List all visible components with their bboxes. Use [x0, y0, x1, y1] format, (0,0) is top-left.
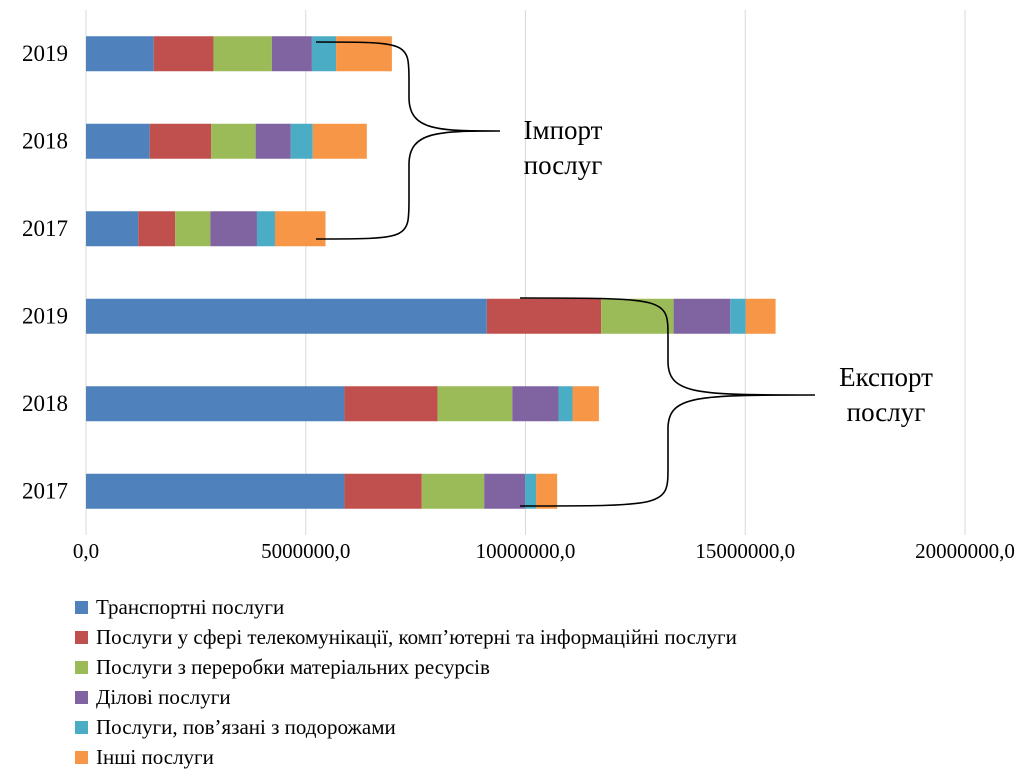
bar-segment: [512, 386, 559, 422]
legend-swatch: [75, 630, 88, 644]
legend-item: Ділові послуги: [75, 682, 737, 712]
y-category-label: 2019: [22, 41, 68, 66]
y-category-label: 2017: [22, 216, 68, 241]
legend-swatch: [75, 600, 88, 614]
x-tick-label: 20000000,0: [915, 539, 1015, 563]
annotation-braces: Імпорт послуг Експорт послуг: [315, 41, 933, 507]
legend-label: Транспортні послуги: [96, 594, 285, 619]
legend-item: Послуги у сфері телекомунікації, комп’ют…: [75, 622, 737, 652]
bar-segment: [210, 211, 257, 247]
y-category-label: 2019: [22, 303, 68, 328]
legend-item: Послуги з переробки матеріальних ресурсі…: [75, 652, 737, 682]
x-tick-label: 10000000,0: [476, 539, 576, 563]
legend-label: Послуги з переробки матеріальних ресурсі…: [96, 654, 490, 679]
annotation-brace: [519, 297, 816, 507]
bar-segment: [256, 211, 275, 247]
bar-segment: [290, 123, 313, 159]
bar-segment: [484, 473, 526, 509]
bar-segment: [525, 473, 537, 509]
bar-segment: [153, 36, 214, 72]
bar-segment: [86, 386, 345, 422]
y-category-label: 2017: [22, 478, 68, 503]
annotation-label: послуг: [847, 397, 926, 427]
legend-label: Інші послуги: [96, 744, 214, 769]
bar-segment: [175, 211, 211, 247]
bar-segment: [344, 473, 422, 509]
bar-segment: [312, 123, 367, 159]
legend-item: Інші послуги: [75, 742, 737, 772]
bar-segment: [572, 386, 599, 422]
bar-segment: [86, 36, 154, 72]
legend-item: Послуги, пов’язані з подорожами: [75, 712, 737, 742]
y-category-label: 2018: [22, 128, 68, 153]
x-tick-label: 15000000,0: [695, 539, 795, 563]
annotation-label: Експорт: [839, 362, 933, 392]
bar-segment: [86, 211, 139, 247]
bar-segment: [344, 386, 438, 422]
legend-swatch: [75, 750, 88, 764]
y-category-label: 2018: [22, 391, 68, 416]
bars: [86, 36, 776, 509]
bar-segment: [211, 123, 256, 159]
x-tick-label: 5000000,0: [261, 539, 350, 563]
bar-segment: [437, 386, 513, 422]
bar-segment: [730, 298, 746, 334]
legend-label: Ділові послуги: [96, 684, 231, 709]
gridlines: [85, 10, 966, 535]
bar-segment: [274, 211, 326, 247]
legend: Транспортні послуги Послуги у сфері телек…: [75, 592, 737, 772]
x-axis-labels: 0,0 5000000,0 10000000,0 15000000,0 20000000…: [73, 539, 1015, 563]
bar-segment: [486, 298, 602, 334]
annotation-label: послуг: [524, 150, 603, 180]
legend-label: Послуги, пов’язані з подорожами: [96, 714, 396, 739]
bar-segment: [86, 123, 150, 159]
annotation-brace: [315, 41, 501, 240]
bar-segment: [536, 473, 558, 509]
annotation-label: Імпорт: [524, 115, 603, 145]
bar-segment: [149, 123, 212, 159]
bar-segment: [558, 386, 573, 422]
stacked-bar-chart: 2017 2018 2019 2017 2018 2019 0,0 5000000,0 100…: [22, 10, 1015, 563]
x-tick-label: 0,0: [73, 539, 99, 563]
legend-swatch: [75, 720, 88, 734]
bar-segment: [673, 298, 731, 334]
legend-label: Послуги у сфері телекомунікації, комп’ют…: [96, 624, 737, 649]
bar-segment: [138, 211, 176, 247]
legend-swatch: [75, 660, 88, 674]
legend-item: Транспортні послуги: [75, 592, 737, 622]
bar-segment: [745, 298, 776, 334]
bar-segment: [213, 36, 272, 72]
bar-segment: [421, 473, 485, 509]
bar-segment: [255, 123, 291, 159]
legend-swatch: [75, 690, 88, 704]
bar-segment: [271, 36, 312, 72]
y-axis-labels: 2017 2018 2019 2017 2018 2019: [22, 41, 68, 504]
bar-segment: [86, 473, 345, 509]
bar-segment: [601, 298, 674, 334]
bar-segment: [86, 298, 487, 334]
